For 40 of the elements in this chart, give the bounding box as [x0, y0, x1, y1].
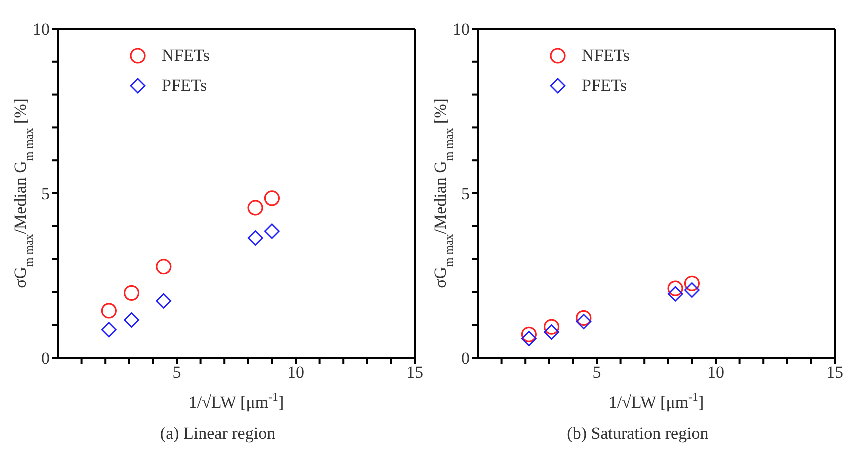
point: [684, 282, 700, 298]
point: [156, 293, 172, 309]
point: [101, 322, 117, 338]
y-tick-label: 0: [42, 349, 50, 368]
x-tick-label: 15: [826, 363, 844, 382]
point: [521, 331, 537, 347]
point: [248, 230, 264, 246]
point: [576, 314, 592, 330]
text: (a) Linear region: [159, 424, 277, 444]
y-tick-label: 10: [33, 20, 50, 40]
legend-label: NFETs: [162, 46, 210, 66]
point: [668, 286, 684, 302]
point: [668, 280, 684, 296]
x-tick-label: 5: [172, 363, 182, 382]
y-tick-label: 10: [453, 20, 470, 40]
x-tick-label: 10: [288, 363, 304, 382]
point: [124, 312, 140, 328]
point: [544, 319, 560, 335]
x-tick-label: 15: [406, 363, 424, 382]
y-tick-label: 0: [462, 349, 470, 368]
x-tick-label: 10: [708, 363, 724, 382]
point: [521, 326, 537, 342]
text: (b) Saturation region: [566, 424, 710, 444]
x-axis-title: 1/√LW [μm$^{-1}$]: [188, 390, 284, 412]
point: [684, 276, 700, 292]
x-tick-label: 5: [592, 363, 602, 382]
x-axis-title: 1/√LW [μm$^{-1}$]: [608, 390, 704, 412]
legend-label: PFETs: [582, 76, 628, 96]
point: [264, 224, 280, 240]
point: [101, 303, 117, 319]
point: [544, 324, 560, 340]
y-tick-label: 5: [42, 184, 50, 204]
legend-label: NFETs: [582, 46, 630, 66]
point: [264, 190, 280, 206]
point: [156, 259, 172, 275]
y-tick-label: 5: [462, 184, 470, 204]
legend-label: PFETs: [162, 76, 208, 96]
point: [124, 285, 140, 301]
point: [576, 310, 592, 326]
point: [248, 200, 264, 216]
